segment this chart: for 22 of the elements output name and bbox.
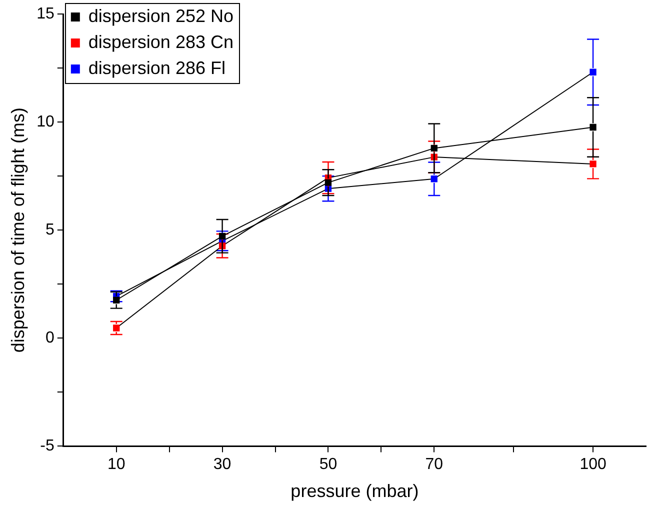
- y-axis-title: dispersion of time of flight (ms): [8, 108, 28, 353]
- y-tick-label: -5: [40, 438, 54, 455]
- y-tick-label: 5: [45, 222, 54, 239]
- point: [324, 179, 332, 186]
- x-tick-label: 50: [319, 456, 338, 474]
- y-tick-label: 15: [36, 5, 54, 22]
- x-tick-label: 70: [425, 456, 444, 474]
- point: [590, 68, 596, 76]
- point: [218, 232, 226, 240]
- legend-label: dispersion 283 Cn: [88, 32, 234, 52]
- y-tick-label: 0: [45, 330, 54, 347]
- point: [590, 160, 596, 168]
- point: [590, 124, 596, 131]
- x-tick-label: 10: [107, 456, 126, 474]
- x-tick-label: 100: [580, 456, 606, 474]
- x-tick-label: 30: [213, 456, 232, 474]
- legend-label: dispersion 286 Fl: [88, 58, 226, 78]
- legend-label: dispersion 252 No: [88, 6, 234, 26]
- point: [430, 144, 438, 152]
- x-axis-title: pressure (mbar): [290, 481, 419, 502]
- point: [430, 176, 438, 182]
- y-tick-label: 10: [36, 113, 54, 130]
